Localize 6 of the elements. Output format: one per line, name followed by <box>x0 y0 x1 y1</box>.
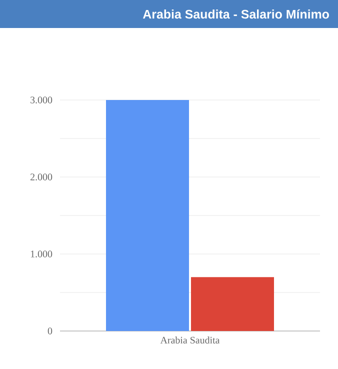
y-tick-label: 3.000 <box>30 96 52 104</box>
y-tick-label: 0 <box>48 328 52 334</box>
chart-title: Arabia Saudita - Salario Mínimo <box>142 9 329 19</box>
y-tick-label: 1.000 <box>30 250 52 258</box>
y-tick-label: 2.000 <box>30 174 52 180</box>
x-tick-label: Arabia Saudita <box>160 336 220 344</box>
